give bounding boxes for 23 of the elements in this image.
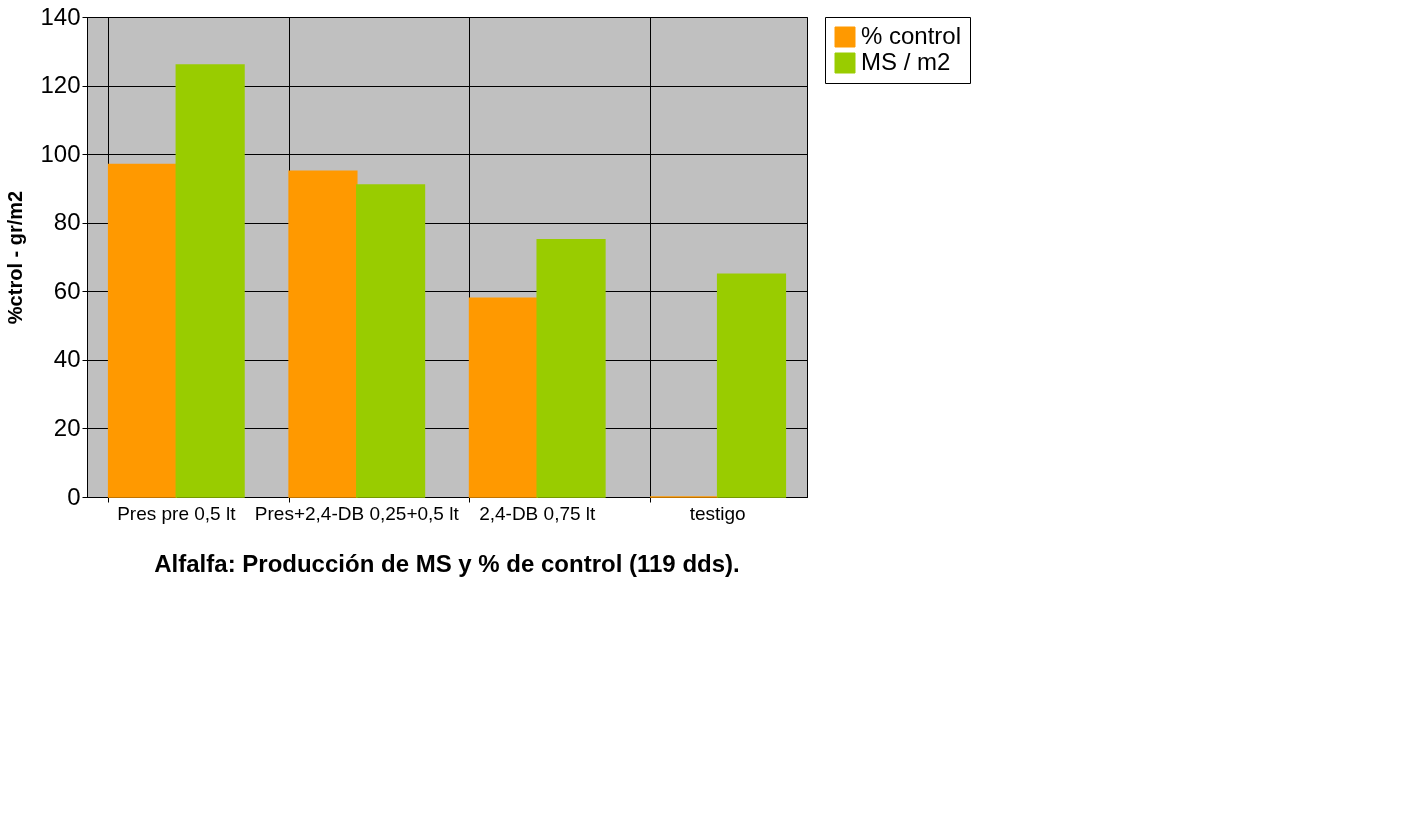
y-axis-title: %ctrol - gr/m2 <box>4 190 27 325</box>
y-tick-label: 100 <box>40 139 81 167</box>
x-tick-label: Pres+2,4-DB 0,25+0,5 lt <box>254 502 460 524</box>
bar <box>356 184 426 498</box>
y-tick-label: 0 <box>67 482 81 510</box>
x-tick-label: testigo <box>689 502 746 524</box>
bar <box>716 273 787 498</box>
bar <box>107 163 178 498</box>
legend-label: MS / m2 <box>861 48 951 75</box>
bar <box>536 239 606 498</box>
x-tick-label: 2,4-DB 0,75 lt <box>479 502 597 524</box>
y-tick-label: 20 <box>53 413 81 441</box>
bar <box>175 64 245 498</box>
y-tick-label: 40 <box>53 345 81 373</box>
y-tick-label: 80 <box>53 208 81 236</box>
text: Alfalfa: Producción de MS y % de control (119 dds). <box>154 550 740 577</box>
x-tick-label: Pres pre 0,5 lt <box>117 502 237 524</box>
bar <box>468 297 538 498</box>
legend-label: % control <box>861 22 962 49</box>
bar <box>288 170 358 498</box>
y-tick-label: 60 <box>53 276 81 304</box>
y-tick-label: 120 <box>40 71 81 99</box>
y-tick-label: 140 <box>40 2 81 30</box>
